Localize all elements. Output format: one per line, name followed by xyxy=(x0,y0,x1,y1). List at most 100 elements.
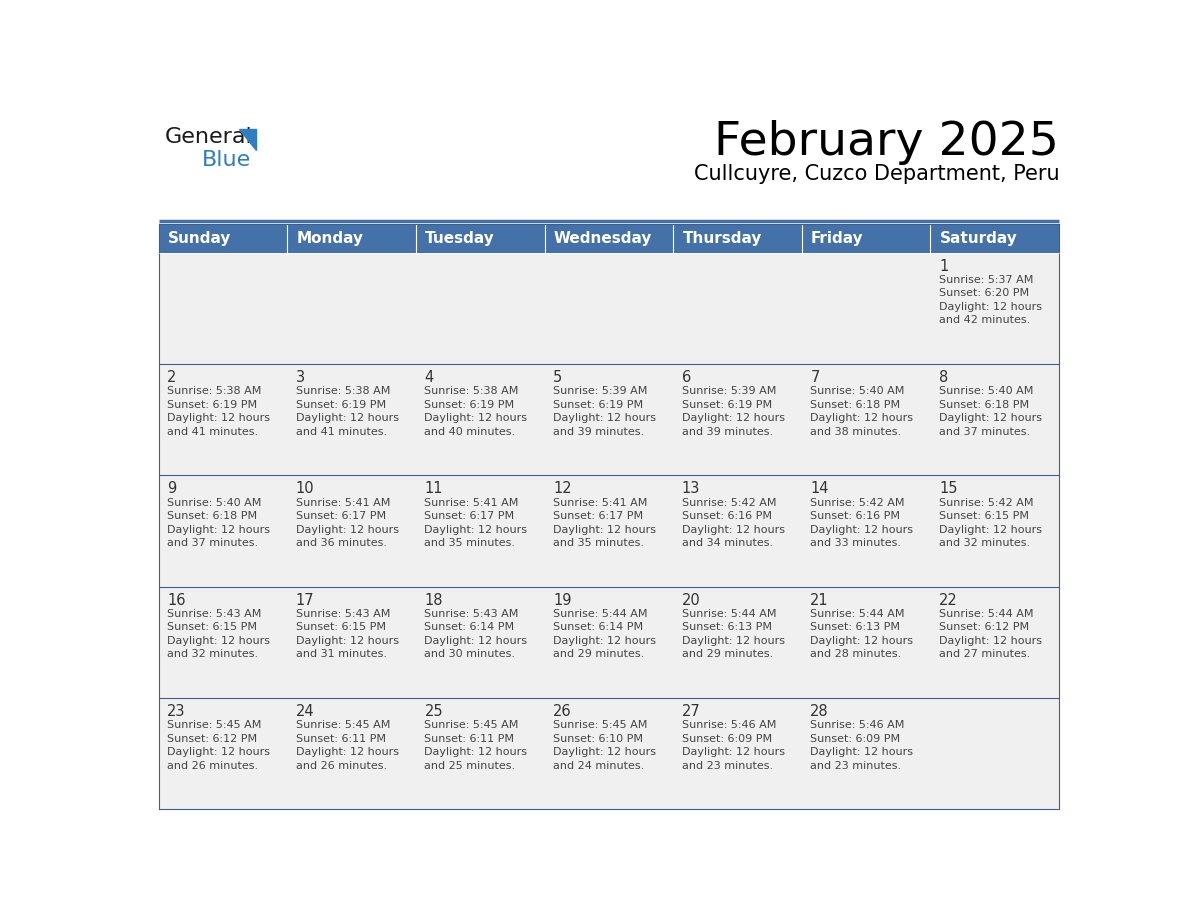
Text: Sunrise: 5:43 AM: Sunrise: 5:43 AM xyxy=(168,609,261,619)
Text: Sunrise: 5:42 AM: Sunrise: 5:42 AM xyxy=(682,498,776,508)
Text: 16: 16 xyxy=(168,593,185,608)
Text: 15: 15 xyxy=(939,481,958,497)
Text: and 26 minutes.: and 26 minutes. xyxy=(168,761,258,771)
Text: Sunset: 6:10 PM: Sunset: 6:10 PM xyxy=(554,733,643,744)
Text: 19: 19 xyxy=(554,593,571,608)
Text: and 24 minutes.: and 24 minutes. xyxy=(554,761,644,771)
Text: Sunrise: 5:37 AM: Sunrise: 5:37 AM xyxy=(939,274,1034,285)
Text: Sunrise: 5:43 AM: Sunrise: 5:43 AM xyxy=(296,609,390,619)
Text: Sunrise: 5:40 AM: Sunrise: 5:40 AM xyxy=(939,386,1034,397)
Text: and 37 minutes.: and 37 minutes. xyxy=(939,427,1030,437)
Text: 3: 3 xyxy=(296,370,305,386)
Bar xyxy=(930,364,1060,476)
Text: 14: 14 xyxy=(810,481,829,497)
Text: Sunset: 6:15 PM: Sunset: 6:15 PM xyxy=(296,622,386,633)
Text: Daylight: 12 hours: Daylight: 12 hours xyxy=(296,413,399,423)
Text: Cullcuyre, Cuzco Department, Peru: Cullcuyre, Cuzco Department, Peru xyxy=(694,164,1060,185)
Bar xyxy=(930,587,1060,698)
Text: Sunset: 6:18 PM: Sunset: 6:18 PM xyxy=(168,511,258,521)
Text: Sunset: 6:16 PM: Sunset: 6:16 PM xyxy=(810,511,901,521)
Text: Daylight: 12 hours: Daylight: 12 hours xyxy=(168,747,270,757)
Text: Sunset: 6:15 PM: Sunset: 6:15 PM xyxy=(168,622,257,633)
Text: 8: 8 xyxy=(939,370,948,386)
Bar xyxy=(158,587,287,698)
Text: Sunset: 6:14 PM: Sunset: 6:14 PM xyxy=(424,622,514,633)
Bar xyxy=(544,224,674,252)
Text: Sunrise: 5:38 AM: Sunrise: 5:38 AM xyxy=(424,386,519,397)
Text: and 40 minutes.: and 40 minutes. xyxy=(424,427,516,437)
Text: Sunrise: 5:43 AM: Sunrise: 5:43 AM xyxy=(424,609,519,619)
Bar xyxy=(802,252,930,364)
Text: 23: 23 xyxy=(168,704,185,719)
Bar xyxy=(287,698,416,810)
Text: 25: 25 xyxy=(424,704,443,719)
Bar xyxy=(674,224,802,252)
Bar xyxy=(544,252,674,364)
Text: 10: 10 xyxy=(296,481,315,497)
Text: Daylight: 12 hours: Daylight: 12 hours xyxy=(554,747,656,757)
Text: Blue: Blue xyxy=(202,151,251,170)
Bar xyxy=(287,476,416,587)
Text: Sunrise: 5:39 AM: Sunrise: 5:39 AM xyxy=(554,386,647,397)
Bar xyxy=(544,698,674,810)
Text: Sunset: 6:09 PM: Sunset: 6:09 PM xyxy=(810,733,901,744)
Text: and 32 minutes.: and 32 minutes. xyxy=(939,538,1030,548)
Text: Sunset: 6:20 PM: Sunset: 6:20 PM xyxy=(939,288,1029,298)
Bar xyxy=(674,587,802,698)
Bar xyxy=(287,587,416,698)
Text: Daylight: 12 hours: Daylight: 12 hours xyxy=(682,636,785,646)
Text: Sunset: 6:18 PM: Sunset: 6:18 PM xyxy=(810,399,901,409)
Text: Daylight: 12 hours: Daylight: 12 hours xyxy=(554,524,656,534)
Bar xyxy=(287,224,416,252)
Bar xyxy=(802,364,930,476)
Text: Sunset: 6:16 PM: Sunset: 6:16 PM xyxy=(682,511,772,521)
Text: Thursday: Thursday xyxy=(682,230,762,246)
Text: Daylight: 12 hours: Daylight: 12 hours xyxy=(296,636,399,646)
Bar xyxy=(930,698,1060,810)
Text: and 35 minutes.: and 35 minutes. xyxy=(424,538,516,548)
Bar xyxy=(416,698,544,810)
Text: Sunrise: 5:38 AM: Sunrise: 5:38 AM xyxy=(296,386,390,397)
Text: February 2025: February 2025 xyxy=(714,120,1060,165)
Text: Daylight: 12 hours: Daylight: 12 hours xyxy=(554,413,656,423)
Text: 27: 27 xyxy=(682,704,701,719)
Text: Monday: Monday xyxy=(297,230,364,246)
Text: 11: 11 xyxy=(424,481,443,497)
Text: Daylight: 12 hours: Daylight: 12 hours xyxy=(810,636,914,646)
Text: Sunrise: 5:45 AM: Sunrise: 5:45 AM xyxy=(424,721,519,731)
Text: 24: 24 xyxy=(296,704,315,719)
Text: and 25 minutes.: and 25 minutes. xyxy=(424,761,516,771)
Text: Sunset: 6:15 PM: Sunset: 6:15 PM xyxy=(939,511,1029,521)
Text: Sunrise: 5:40 AM: Sunrise: 5:40 AM xyxy=(810,386,905,397)
Bar xyxy=(416,252,544,364)
Text: and 41 minutes.: and 41 minutes. xyxy=(296,427,387,437)
Text: Sunrise: 5:45 AM: Sunrise: 5:45 AM xyxy=(296,721,390,731)
Text: Sunrise: 5:46 AM: Sunrise: 5:46 AM xyxy=(810,721,905,731)
Text: Sunset: 6:12 PM: Sunset: 6:12 PM xyxy=(168,733,258,744)
Text: Daylight: 12 hours: Daylight: 12 hours xyxy=(682,747,785,757)
Text: and 32 minutes.: and 32 minutes. xyxy=(168,649,258,659)
Text: Friday: Friday xyxy=(811,230,864,246)
Bar xyxy=(416,224,544,252)
Text: 13: 13 xyxy=(682,481,700,497)
Text: Sunset: 6:18 PM: Sunset: 6:18 PM xyxy=(939,399,1029,409)
Text: Daylight: 12 hours: Daylight: 12 hours xyxy=(810,524,914,534)
Text: Sunrise: 5:42 AM: Sunrise: 5:42 AM xyxy=(939,498,1034,508)
Text: 6: 6 xyxy=(682,370,691,386)
Text: 2: 2 xyxy=(168,370,177,386)
Text: Sunset: 6:19 PM: Sunset: 6:19 PM xyxy=(682,399,772,409)
Text: and 38 minutes.: and 38 minutes. xyxy=(810,427,902,437)
Text: 21: 21 xyxy=(810,593,829,608)
Text: Wednesday: Wednesday xyxy=(554,230,652,246)
Text: and 36 minutes.: and 36 minutes. xyxy=(296,538,387,548)
Text: Daylight: 12 hours: Daylight: 12 hours xyxy=(168,413,270,423)
Text: and 37 minutes.: and 37 minutes. xyxy=(168,538,258,548)
Text: Sunset: 6:19 PM: Sunset: 6:19 PM xyxy=(168,399,258,409)
Text: Sunrise: 5:44 AM: Sunrise: 5:44 AM xyxy=(554,609,647,619)
Bar xyxy=(158,252,287,364)
Text: and 33 minutes.: and 33 minutes. xyxy=(810,538,902,548)
Text: Daylight: 12 hours: Daylight: 12 hours xyxy=(939,524,1042,534)
Text: and 26 minutes.: and 26 minutes. xyxy=(296,761,387,771)
Text: 26: 26 xyxy=(554,704,571,719)
Bar xyxy=(158,476,287,587)
